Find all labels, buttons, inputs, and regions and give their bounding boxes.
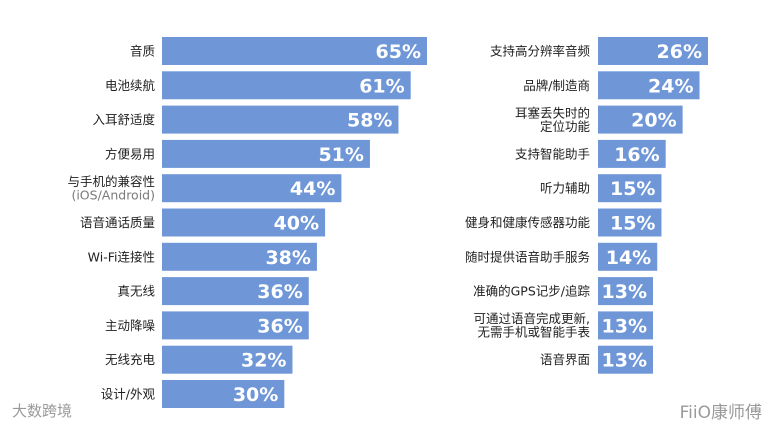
bar <box>162 139 370 168</box>
data-label: 13% <box>602 281 647 303</box>
category-label: 支持高分辨率音频 <box>490 44 591 59</box>
bar <box>598 71 700 100</box>
category-label: 耳塞丢失时的定位功能 <box>515 105 591 134</box>
watermark-left: 大数跨境 <box>12 402 73 420</box>
data-label: 38% <box>265 247 310 269</box>
category-label: 品牌/制造商 <box>523 78 590 93</box>
data-label: 13% <box>602 315 647 337</box>
bar <box>598 311 653 340</box>
data-label: 40% <box>274 213 319 235</box>
category-label: 电池续航 <box>105 78 156 93</box>
bar <box>162 242 317 271</box>
category-label: 设计/外观 <box>101 387 156 402</box>
bar <box>162 174 342 203</box>
bar <box>598 105 683 134</box>
bar <box>598 345 653 374</box>
data-label: 16% <box>614 144 659 166</box>
category-label: 无线充电 <box>105 352 156 367</box>
category-label: 音质 <box>130 44 155 59</box>
data-label: 36% <box>257 315 302 337</box>
bar <box>598 242 658 271</box>
data-label: 30% <box>233 384 278 406</box>
category-label: 主动降噪 <box>105 318 156 333</box>
category-label: 语音界面 <box>540 352 590 367</box>
data-label: 26% <box>657 41 702 63</box>
data-label: 14% <box>606 247 651 269</box>
category-label: 可通过语音完成更新,无需手机或智能手表 <box>474 311 591 340</box>
bar <box>598 174 662 203</box>
category-label: 准确的GPS记步/追踪 <box>473 284 590 299</box>
bar <box>162 105 399 134</box>
data-label: 15% <box>610 178 655 200</box>
bar <box>162 71 411 100</box>
data-label: 51% <box>318 144 363 166</box>
category-label: Wi-Fi连接性 <box>88 249 155 264</box>
bar <box>162 345 293 374</box>
category-label: 健身和健康传感器功能 <box>465 215 591 230</box>
category-label: 真无线 <box>117 284 155 299</box>
data-label: 65% <box>376 41 421 63</box>
chart-panel-left: 65% 音质 61% 电池续航 58% 入耳舒适度 51% 方便易用 44% 与手机的兼容性(iO… <box>67 37 427 408</box>
bar <box>162 208 326 237</box>
bar <box>162 37 427 65</box>
data-label: 58% <box>347 110 392 132</box>
category-label: 与手机的兼容性(iOS/Android) <box>67 174 155 203</box>
data-label: 15% <box>610 213 655 235</box>
data-label: 20% <box>631 110 676 132</box>
data-label: 44% <box>290 178 335 200</box>
data-label: 32% <box>241 350 286 372</box>
data-label: 24% <box>648 75 693 97</box>
data-label: 36% <box>257 281 302 303</box>
bar <box>162 277 309 306</box>
bar <box>162 311 309 340</box>
chart-panel-right: 26% 支持高分辨率音频 24% 品牌/制造商 20% 耳塞丢失时的定位功能 16% 支持智能… <box>465 37 708 374</box>
watermark-right: FiiO康师傅 <box>679 403 762 423</box>
category-label: 听力辅助 <box>540 181 590 196</box>
category-label: 支持智能助手 <box>515 146 590 161</box>
bar <box>598 37 708 65</box>
bar <box>162 380 285 408</box>
category-label: 语音通话质量 <box>80 215 155 230</box>
bar <box>598 277 653 306</box>
data-label: 13% <box>602 350 647 372</box>
bar <box>598 139 666 168</box>
bar <box>598 208 662 237</box>
category-label: 随时提供语音助手服务 <box>465 249 590 264</box>
data-label: 61% <box>359 75 404 97</box>
category-label: 入耳舒适度 <box>92 112 155 127</box>
category-label: 方便易用 <box>105 146 155 161</box>
